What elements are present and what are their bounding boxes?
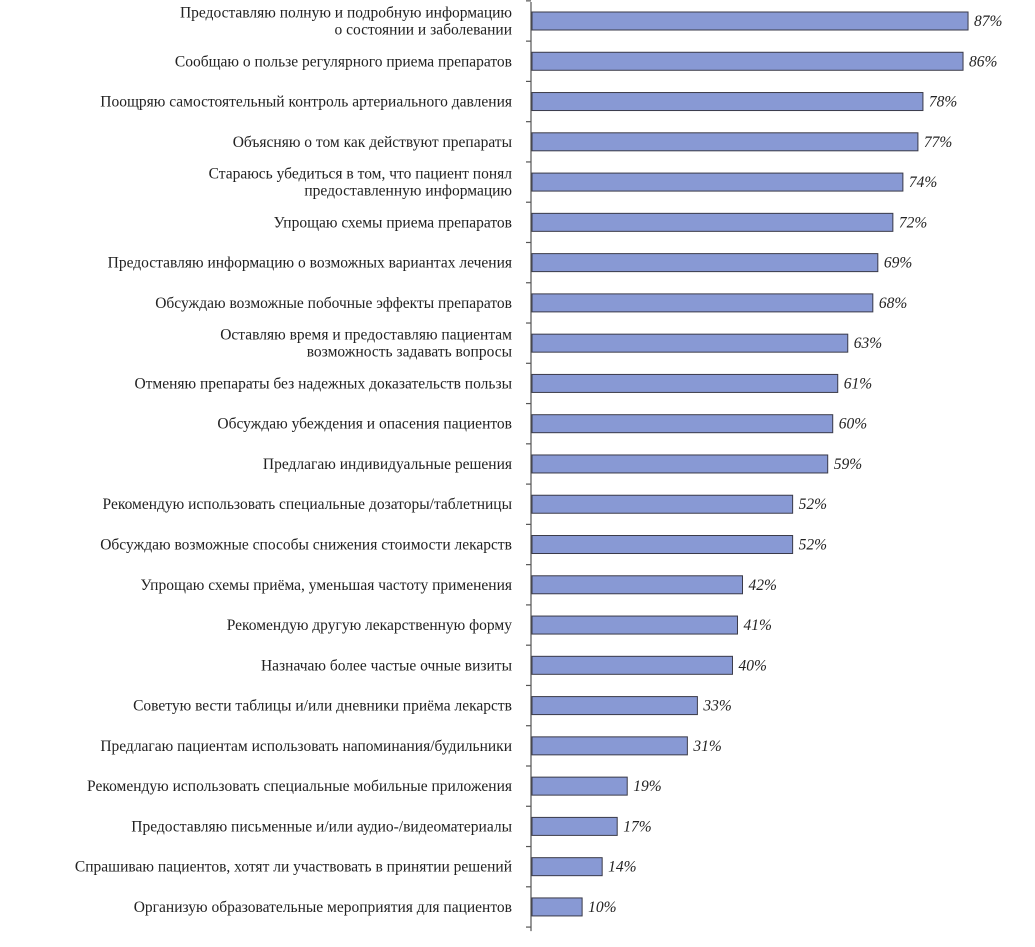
category-label: Поощряю самостоятельный контроль артериа… [100,94,512,111]
category-label: Назначаю более частые очные визиты [261,657,513,674]
bar [531,92,924,112]
category-label: Упрощаю схемы приёма, уменьшая частоту п… [141,577,512,594]
category-label: Предоставляю информацию о возможных вари… [108,255,512,272]
data-label: 41% [743,617,772,634]
category-label: Предлагаю пациентам использовать напомин… [100,738,512,755]
data-label: 61% [844,375,873,392]
data-label: 87% [974,13,1003,30]
bar [531,736,688,756]
data-label: 33% [702,698,732,715]
data-label: 40% [738,657,767,674]
bar [531,655,733,675]
category-label: Стараюсь убедиться в том, что пациент по… [209,166,513,200]
data-label: 74% [909,174,938,191]
category-label: Организую образовательные мероприятия дл… [134,899,512,916]
bar [531,454,829,474]
category-label: Упрощаю схемы приема препаратов [274,214,512,231]
category-label: Советую вести таблицы и/или дневники при… [133,698,512,715]
category-label: Спрашиваю пациентов, хотят ли участвоват… [75,859,512,876]
bar [531,897,583,917]
data-label: 52% [799,496,828,513]
bar [531,212,894,232]
data-label: 78% [929,94,958,111]
bar [531,333,849,353]
data-label: 19% [633,778,662,795]
bar [531,293,874,313]
bar [531,132,919,152]
data-label: 68% [879,295,908,312]
bar [531,373,839,393]
data-label: 42% [749,577,778,594]
category-label: Сообщаю о пользе регулярного приема преп… [175,53,512,70]
data-label: 60% [839,416,868,433]
category-label: Предоставляю письменные и/или аудио-/вид… [131,818,512,835]
data-label: 72% [899,214,928,231]
category-label: Рекомендую использовать специальные доза… [103,496,513,513]
bar [531,615,738,635]
category-label: Рекомендую использовать специальные моби… [87,778,512,795]
category-label: Отменяю препараты без надежных доказател… [134,375,512,392]
bar [531,51,964,71]
bar [531,172,904,192]
data-label: 63% [854,335,883,352]
category-label: Обсуждаю убеждения и опасения пациентов [217,416,512,433]
bar [531,414,834,434]
category-label: Обсуждаю возможные побочные эффекты преп… [155,295,512,312]
bar [531,253,879,273]
bar [531,535,794,555]
category-label: Обсуждаю возможные способы снижения стои… [100,537,512,554]
bar [531,575,744,595]
data-label: 86% [969,53,998,70]
bar [531,776,628,796]
data-label: 77% [924,134,953,151]
data-label: 10% [588,899,617,916]
data-label: 31% [692,738,722,755]
data-label: 59% [834,456,863,473]
bar [531,494,794,514]
category-label: Предоставляю полную и подробную информац… [180,5,512,39]
data-label: 52% [799,537,828,554]
bar [531,696,698,716]
category-label: Рекомендую другую лекарственную форму [227,617,513,634]
bar [531,816,618,836]
data-label: 17% [623,818,652,835]
category-label: Оставляю время и предоставляю пациентам в… [220,327,512,361]
data-label: 69% [884,255,913,272]
data-label: 14% [608,859,637,876]
category-label: Объясняю о том как действуют препараты [233,134,513,151]
bar [531,857,603,877]
category-label: Предлагаю индивидуальные решения [263,456,512,473]
bar [531,11,969,31]
